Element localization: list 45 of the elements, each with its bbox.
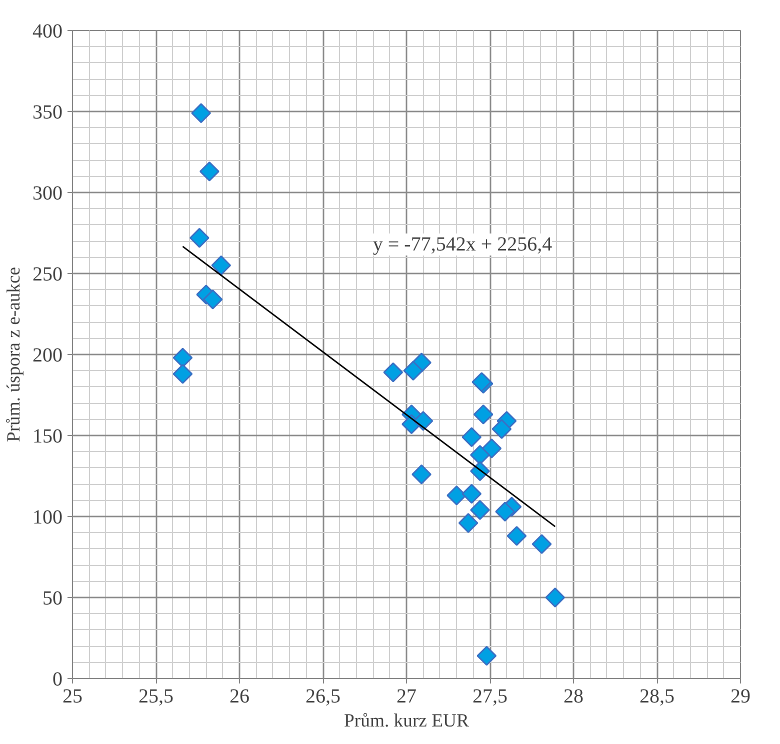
y-tick-label: 300	[32, 182, 62, 204]
point	[545, 588, 566, 608]
point	[506, 526, 527, 546]
annotation: y = -77,542x + 2256,4	[372, 234, 552, 256]
y-axis-title: Prům. úspora z e-aukce	[4, 266, 24, 442]
point	[191, 103, 212, 124]
y-tick-label: 200	[32, 344, 62, 366]
point	[462, 427, 482, 448]
point	[473, 404, 494, 424]
point	[492, 419, 512, 439]
x-tick-label: 27	[396, 686, 416, 708]
point	[202, 289, 223, 310]
point	[189, 228, 210, 248]
y-tick-label: 50	[42, 588, 62, 610]
x-tick-label: 28	[564, 686, 584, 708]
point	[200, 162, 220, 182]
x-tick-label: 27,5	[472, 686, 508, 708]
x-axis-title: Prům. kurz EUR	[344, 710, 470, 732]
point	[446, 486, 467, 506]
point	[458, 513, 478, 533]
y-tick-label: 400	[32, 20, 62, 42]
x-tick-label: 28,5	[640, 686, 674, 708]
point	[211, 255, 232, 276]
y-tick-label: 150	[32, 426, 62, 448]
x-tick-label: 25	[62, 686, 82, 708]
point	[495, 502, 515, 522]
y-tick-label: 0	[52, 668, 62, 690]
point	[462, 484, 482, 504]
point	[403, 360, 424, 381]
x-tick-label: 25,5	[138, 686, 174, 708]
point	[470, 445, 490, 465]
point	[532, 534, 552, 554]
point	[172, 364, 193, 384]
x-tick-label: 29	[730, 686, 750, 708]
point	[172, 348, 193, 368]
y-tick-label: 350	[32, 102, 62, 124]
point	[476, 646, 497, 666]
x-tick-label: 26,5	[306, 686, 340, 708]
x-tick-label: 26	[230, 686, 250, 708]
point	[383, 362, 404, 382]
y-tick-label: 100	[32, 506, 62, 528]
point	[482, 438, 502, 458]
point	[412, 464, 432, 484]
point	[470, 500, 490, 520]
y-tick-label: 250	[32, 264, 62, 286]
